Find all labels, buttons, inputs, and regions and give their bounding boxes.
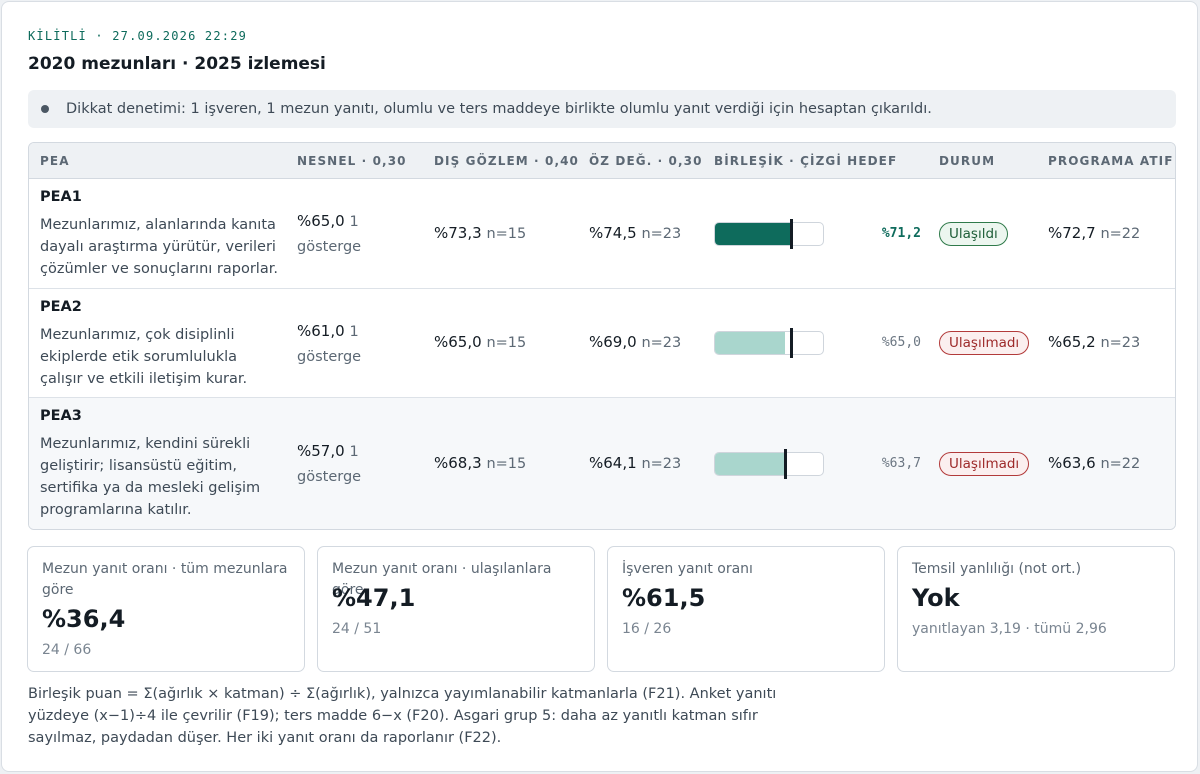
composite-target-line (790, 219, 793, 249)
header-pea: PEA (40, 154, 70, 168)
program-cell: %63,6 n=22 (1048, 454, 1140, 472)
objective-note: 1 gösterge (297, 214, 362, 255)
composite-score: %63,7 (881, 456, 921, 471)
status-badge: Ulaşıldı (939, 222, 1008, 246)
program-value: %65,2 (1048, 333, 1096, 351)
stat-label: Mezun yanıt oranı · tüm mezunlara göre (42, 561, 288, 598)
external-value: %68,3 (434, 454, 482, 472)
stat-employer-response: İşveren yanıt oranı %61,5 16 / 26 (607, 546, 885, 672)
status-badge: Ulaşılmadı (939, 452, 1030, 476)
objective-cell: %65,0 1 gösterge (297, 209, 417, 259)
stat-sub: 24 / 51 (332, 621, 382, 637)
objective-value: %57,0 (297, 442, 345, 460)
external-n: n=15 (486, 456, 527, 472)
objective-cell: %61,0 1 gösterge (297, 319, 417, 369)
stat-value: Yok (912, 584, 960, 612)
objective-value: %61,0 (297, 322, 345, 340)
pea-table: PEA NESNEL · 0,30 DIŞ GÖZLEM · 0,40 ÖZ D… (28, 142, 1176, 530)
program-n: n=22 (1100, 456, 1141, 472)
table-row: PEA2 Mezunlarımız, çok disiplinli ekiple… (29, 289, 1175, 398)
external-n: n=15 (486, 226, 527, 242)
program-cell: %72,7 n=22 (1048, 224, 1140, 242)
program-value: %72,7 (1048, 224, 1096, 242)
pea-description: Mezunlarımız, alanlarında kanıta dayalı … (40, 217, 278, 277)
self-n: n=23 (641, 335, 682, 351)
header-self: ÖZ DEĞ. · 0,30 (589, 154, 703, 168)
header-composite: BİRLEŞİK · ÇİZGİ HEDEF (714, 154, 898, 168)
methodology-footnote: Birleşik puan = Σ(ağırlık × katman) ÷ Σ(… (28, 686, 777, 746)
external-value: %65,0 (434, 333, 482, 351)
composite-bar (714, 449, 824, 479)
header-status: DURUM (939, 154, 996, 168)
pea-description: Mezunlarımız, çok disiplinli ekiplerde e… (40, 327, 248, 387)
self-cell: %69,0 n=23 (589, 333, 681, 351)
composite-score: %65,0 (881, 335, 921, 350)
program-cell: %65,2 n=23 (1048, 333, 1140, 351)
stat-sub: 16 / 26 (622, 621, 672, 637)
table-row: PEA3 Mezunlarımız, kendini sürekli geliş… (29, 398, 1175, 529)
objective-note: 1 gösterge (297, 444, 362, 485)
header-program: PROGRAMA ATIF (1048, 154, 1174, 168)
attention-check-notice: Dikkat denetimi: 1 işveren, 1 mezun yanı… (28, 90, 1176, 128)
program-n: n=22 (1100, 226, 1141, 242)
stat-graduate-response-all: Mezun yanıt oranı · tüm mezunlara göre %… (27, 546, 305, 672)
stat-value: %61,5 (622, 584, 706, 612)
pea-code: PEA1 (40, 189, 82, 205)
notice-text: Dikkat denetimi: 1 işveren, 1 mezun yanı… (66, 101, 932, 117)
stat-representation-bias: Temsil yanlılığı (not ort.) Yok yanıtlay… (897, 546, 1175, 672)
stat-label: Mezun yanıt oranı · ulaşılanlara göre (332, 561, 552, 598)
self-n: n=23 (641, 456, 682, 472)
stat-sub: yanıtlayan 3,19 · tümü 2,96 (912, 621, 1107, 637)
table-row: PEA1 Mezunlarımız, alanlarında kanıta da… (29, 179, 1175, 289)
composite-bar-fill (715, 453, 784, 475)
header-external: DIŞ GÖZLEM · 0,40 (434, 154, 580, 168)
external-value: %73,3 (434, 224, 482, 242)
composite-bar (714, 328, 824, 358)
composite-target-line (790, 328, 793, 358)
stat-value: %47,1 (332, 584, 416, 612)
status-badge: Ulaşılmadı (939, 331, 1030, 355)
self-value: %64,1 (589, 454, 637, 472)
composite-target-line (784, 449, 787, 479)
program-n: n=23 (1100, 335, 1141, 351)
stat-label: Temsil yanlılığı (not ort.) (912, 561, 1082, 577)
external-cell: %73,3 n=15 (434, 224, 526, 242)
pea-description: Mezunlarımız, kendini sürekli geliştirir… (40, 436, 261, 518)
self-n: n=23 (641, 226, 682, 242)
external-n: n=15 (486, 335, 527, 351)
composite-bar (714, 219, 824, 249)
stat-label: İşveren yanıt oranı (622, 561, 753, 577)
objective-cell: %57,0 1 gösterge (297, 439, 417, 489)
composite-score: %71,2 (881, 226, 921, 241)
stat-graduate-response-reached: Mezun yanıt oranı · ulaşılanlara göre %4… (317, 546, 595, 672)
program-value: %63,6 (1048, 454, 1096, 472)
self-cell: %64,1 n=23 (589, 454, 681, 472)
objective-value: %65,0 (297, 212, 345, 230)
lock-status: KİLİTLİ · 27.09.2026 22:29 (28, 29, 248, 43)
stat-sub: 24 / 66 (42, 642, 92, 658)
self-value: %69,0 (589, 333, 637, 351)
pea-code: PEA2 (40, 299, 82, 315)
header-objective: NESNEL · 0,30 (297, 154, 407, 168)
table-header: PEA NESNEL · 0,30 DIŞ GÖZLEM · 0,40 ÖZ D… (29, 143, 1175, 179)
composite-bar-fill (715, 332, 785, 354)
composite-bar-fill (715, 223, 792, 245)
self-value: %74,5 (589, 224, 637, 242)
external-cell: %65,0 n=15 (434, 333, 526, 351)
bullet-dot-icon (41, 105, 49, 113)
stat-value: %36,4 (42, 605, 126, 633)
pea-code: PEA3 (40, 408, 82, 424)
page-title: 2020 mezunları · 2025 izlemesi (28, 54, 326, 74)
objective-note: 1 gösterge (297, 324, 362, 365)
external-cell: %68,3 n=15 (434, 454, 526, 472)
self-cell: %74,5 n=23 (589, 224, 681, 242)
